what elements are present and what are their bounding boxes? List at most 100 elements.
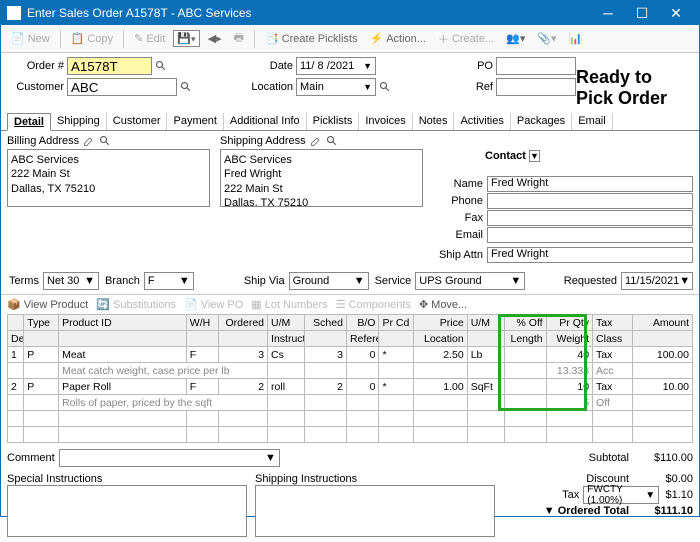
terms-combo[interactable]: Net 30▼: [43, 272, 99, 290]
subtotal-value: $110.00: [633, 452, 693, 464]
po-label: PO: [467, 60, 493, 72]
shipping-instructions[interactable]: [255, 485, 495, 537]
phone-field[interactable]: [487, 193, 693, 209]
contact-box: Contact ▼ Name Fred Wright Phone Fax Emai…: [433, 135, 693, 264]
tax-combo[interactable]: FWCTY (1.00%)▼: [583, 486, 659, 504]
save-button[interactable]: 💾▾: [173, 30, 199, 47]
requested-combo[interactable]: 11/15/2021▼: [621, 272, 693, 290]
email-field[interactable]: [487, 227, 693, 243]
ref-label: Ref: [467, 81, 493, 93]
requested-label: Requested: [564, 275, 617, 287]
phone-label: Phone: [433, 195, 483, 207]
branch-label: Branch: [105, 275, 140, 287]
ordered-total-value: $111.10: [633, 505, 693, 517]
comment-combo[interactable]: ▼: [59, 449, 280, 467]
fax-field[interactable]: [487, 210, 693, 226]
search-icon[interactable]: [155, 60, 167, 72]
tab-payment[interactable]: Payment: [167, 113, 223, 130]
close-button[interactable]: ✕: [659, 5, 693, 22]
view-product-button[interactable]: 📦 View Product: [7, 298, 88, 311]
action-button[interactable]: ⚡ Action...: [365, 30, 429, 47]
tax-value: $1.10: [659, 489, 693, 501]
tax-label: Tax: [503, 489, 579, 501]
tab-picklists[interactable]: Picklists: [307, 113, 360, 130]
service-combo[interactable]: UPS Ground▼: [415, 272, 525, 290]
copy-button[interactable]: 📋 Copy: [67, 30, 117, 47]
name-field[interactable]: Fred Wright: [487, 176, 693, 192]
order-input[interactable]: [67, 57, 152, 75]
status-banner: Ready to Pick Order: [576, 57, 691, 109]
billing-address-box: Billing Address ABC Services222 Main StD…: [7, 135, 210, 264]
tab-email[interactable]: Email: [572, 113, 613, 130]
service-label: Service: [375, 275, 412, 287]
shipping-instr-label: Shipping Instructions: [255, 473, 495, 485]
branch-combo[interactable]: F▼: [144, 272, 194, 290]
order-label: Order #: [9, 60, 64, 72]
tab-detail[interactable]: Detail: [7, 113, 51, 131]
billing-title: Billing Address: [7, 135, 79, 147]
shipvia-combo[interactable]: Ground▼: [289, 272, 369, 290]
tab-notes[interactable]: Notes: [413, 113, 455, 130]
create-button[interactable]: ＋ Create...: [434, 29, 498, 49]
shipping-address-box: Shipping Address ABC ServicesFred Wright…: [220, 135, 423, 264]
contact-title: Contact: [485, 150, 526, 162]
tab-bar: DetailShippingCustomerPaymentAdditional …: [1, 113, 699, 131]
components-button[interactable]: ☰ Components: [336, 298, 411, 311]
tab-packages[interactable]: Packages: [511, 113, 572, 130]
grid-toolbar: 📦 View Product 🔄 Substitutions 📄 View PO…: [1, 295, 699, 314]
main-toolbar: 📄 New 📋 Copy ✎ Edit 💾▾ ◀▸ 🖶 📑 Create Pic…: [1, 25, 699, 53]
email-label: Email: [433, 229, 483, 241]
ordered-total-label: ▼ Ordered Total: [519, 505, 629, 517]
window-title: Enter Sales Order A1578T - ABC Services: [27, 6, 252, 20]
header-form: Order # Customer Date 11/ 8 /2021▼ Locat…: [1, 53, 699, 111]
view-po-button[interactable]: 📄 View PO: [184, 298, 243, 311]
new-button[interactable]: 📄 New: [7, 30, 54, 47]
search-icon[interactable]: [180, 81, 192, 93]
billing-address-text[interactable]: ABC Services222 Main StDallas, TX 75210: [7, 149, 210, 207]
extra-icon[interactable]: 📊: [565, 30, 587, 47]
nav-button[interactable]: ◀▸: [204, 30, 226, 47]
attach-icon[interactable]: 📎▾: [533, 30, 560, 47]
users-icon[interactable]: 👥▾: [502, 30, 529, 47]
name-label: Name: [433, 178, 483, 190]
bottom-section: Special Instructions Shipping Instructio…: [1, 469, 699, 542]
tab-invoices[interactable]: Invoices: [359, 113, 412, 130]
title-bar: Enter Sales Order A1578T - ABC Services …: [1, 1, 699, 25]
tab-additional-info[interactable]: Additional Info: [224, 113, 307, 130]
pencil-icon[interactable]: [83, 135, 95, 147]
substitutions-button[interactable]: 🔄 Substitutions: [96, 298, 176, 311]
tab-activities[interactable]: Activities: [454, 113, 510, 130]
tab-shipping[interactable]: Shipping: [51, 113, 107, 130]
search-icon[interactable]: [99, 135, 111, 147]
special-instructions[interactable]: [7, 485, 247, 537]
date-combo[interactable]: 11/ 8 /2021▼: [296, 57, 376, 75]
search-icon[interactable]: [379, 81, 391, 93]
ref-input[interactable]: [496, 78, 576, 96]
move-button[interactable]: ✥ Move...: [419, 298, 467, 311]
print-button[interactable]: 🖶: [230, 27, 248, 50]
location-combo[interactable]: Main▼: [296, 78, 376, 96]
shipattn-field[interactable]: Fred Wright: [487, 247, 693, 263]
fax-label: Fax: [433, 212, 483, 224]
location-label: Location: [243, 81, 293, 93]
minimize-button[interactable]: ─: [591, 5, 625, 21]
edit-button[interactable]: ✎ Edit: [130, 30, 169, 47]
line-items-grid: TypeProduct IDW/HOrderedU/MSchedB/OPr Cd…: [1, 314, 699, 443]
app-icon: [7, 6, 21, 20]
comment-row: Comment ▼ Subtotal$110.00: [1, 449, 699, 469]
contact-dd[interactable]: ▼: [529, 150, 540, 162]
shipping-title: Shipping Address: [220, 135, 306, 147]
subtotal-label: Subtotal: [539, 452, 629, 464]
shipattn-label: Ship Attn: [433, 249, 483, 261]
tab-customer[interactable]: Customer: [107, 113, 168, 130]
po-input[interactable]: [496, 57, 576, 75]
create-picklists-button[interactable]: 📑 Create Picklists: [261, 30, 362, 47]
pencil-icon[interactable]: [310, 135, 322, 147]
shipping-address-text[interactable]: ABC ServicesFred Wright222 Main StDallas…: [220, 149, 423, 207]
maximize-button[interactable]: ☐: [625, 5, 659, 22]
terms-row: Terms Net 30▼ Branch F▼ Ship Via Ground▼…: [1, 270, 699, 295]
lot-numbers-button[interactable]: ▦ Lot Numbers: [251, 298, 327, 311]
search-icon[interactable]: [326, 135, 338, 147]
customer-input[interactable]: [67, 78, 177, 96]
special-label: Special Instructions: [7, 473, 247, 485]
